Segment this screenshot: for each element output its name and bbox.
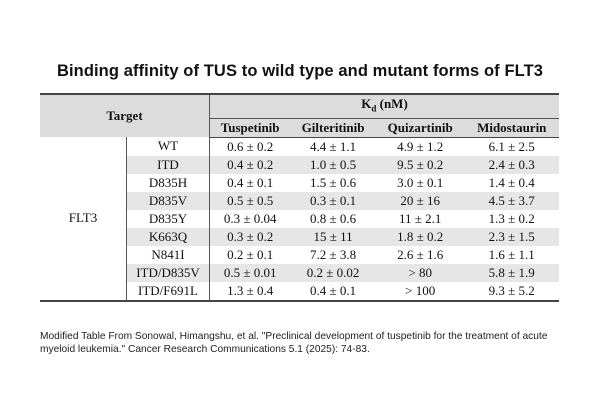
value-cell: 0.5 ± 0.01 bbox=[209, 263, 291, 282]
table-title: Binding affinity of TUS to wild type and… bbox=[56, 62, 544, 80]
value-cell: 9.3 ± 5.2 bbox=[464, 281, 559, 302]
value-cell: > 80 bbox=[375, 263, 465, 282]
value-cell: 0.4 ± 0.2 bbox=[209, 155, 291, 174]
value-cell: 1.8 ± 0.2 bbox=[375, 227, 465, 246]
value-cell: 1.3 ± 0.4 bbox=[209, 281, 291, 302]
value-cell: 6.1 ± 2.5 bbox=[488, 138, 535, 154]
value-cell: 0.8 ± 0.6 bbox=[310, 210, 357, 226]
value-cell: 0.2 ± 0.1 bbox=[227, 246, 274, 262]
value-cell: 0.3 ± 0.2 bbox=[209, 227, 291, 246]
table-row: ITD/F691L 1.3 ± 0.4 0.4 ± 0.1 > 100 9.3 … bbox=[40, 281, 559, 302]
value-cell: 7.2 ± 3.8 bbox=[310, 246, 357, 262]
value-cell: 1.0 ± 0.5 bbox=[290, 155, 376, 174]
table-row: K663Q 0.3 ± 0.2 15 ± 11 1.8 ± 0.2 2.3 ± … bbox=[40, 227, 559, 246]
value-cell: 0.3 ± 0.04 bbox=[223, 210, 277, 226]
target-cell: D835V bbox=[126, 191, 210, 210]
value-cell: 5.8 ± 1.9 bbox=[464, 263, 559, 282]
value-cell: 2.6 ± 1.6 bbox=[397, 246, 444, 262]
value-cell: 11 ± 2.1 bbox=[398, 210, 442, 226]
table-row: D835V 0.5 ± 0.5 0.3 ± 0.1 20 ± 16 4.5 ± … bbox=[40, 191, 559, 210]
binding-affinity-table: Target Kd (nM) Tuspetinib Gilteritinib Q… bbox=[40, 92, 559, 302]
value-cell: 2.3 ± 1.5 bbox=[464, 227, 559, 246]
source-caption: Modified Table From Sonowal, Himangshu, … bbox=[40, 331, 548, 355]
target-cell: D835H bbox=[126, 173, 210, 192]
target-cell: D835Y bbox=[126, 209, 210, 228]
drug-header-gilteritinib: Gilteritinib bbox=[290, 118, 376, 138]
value-cell: 1.3 ± 0.2 bbox=[488, 210, 535, 226]
target-cell: ITD/F691L bbox=[126, 281, 210, 302]
value-cell: 2.4 ± 0.3 bbox=[464, 155, 559, 174]
drug-header-tuspetinib: Tuspetinib bbox=[209, 118, 291, 138]
value-cell: 15 ± 11 bbox=[290, 227, 376, 246]
value-cell: 0.3 ± 0.1 bbox=[290, 191, 376, 210]
target-cell: K663Q bbox=[126, 227, 210, 246]
value-cell: 0.5 ± 0.5 bbox=[209, 191, 291, 210]
value-cell: 1.5 ± 0.6 bbox=[310, 174, 357, 190]
table-row: ITD/D835V 0.5 ± 0.01 0.2 ± 0.02 > 80 5.8… bbox=[40, 263, 559, 282]
value-cell: 0.4 ± 0.1 bbox=[227, 174, 274, 190]
target-cell: ITD bbox=[126, 155, 210, 174]
drug-header-midostaurin: Midostaurin bbox=[464, 118, 559, 138]
value-cell: 4.9 ± 1.2 bbox=[397, 138, 444, 154]
value-cell: 0.4 ± 0.1 bbox=[290, 281, 376, 302]
kd-header: Kd (nM) bbox=[209, 92, 559, 119]
value-cell: 0.6 ± 0.2 bbox=[227, 138, 274, 154]
value-cell: 1.6 ± 1.1 bbox=[488, 246, 535, 262]
target-header: Target bbox=[40, 92, 210, 138]
value-cell: 20 ± 16 bbox=[375, 191, 465, 210]
target-cell: ITD/D835V bbox=[126, 263, 210, 282]
value-cell: 3.0 ± 0.1 bbox=[397, 174, 444, 190]
value-cell: 4.4 ± 1.1 bbox=[310, 138, 357, 154]
value-cell: 0.2 ± 0.02 bbox=[290, 263, 376, 282]
value-cell: 1.4 ± 0.4 bbox=[488, 174, 535, 190]
table-row: D835H 0.4 ± 0.1 1.5 ± 0.6 3.0 ± 0.1 1.4 … bbox=[40, 173, 559, 192]
value-cell: 9.5 ± 0.2 bbox=[375, 155, 465, 174]
table-row: FLT3 WT 0.6 ± 0.2 4.4 ± 1.1 4.9 ± 1.2 6.… bbox=[40, 137, 559, 302]
drug-header-quizartinib: Quizartinib bbox=[375, 118, 465, 138]
table-row: D835Y 0.3 ± 0.04 0.8 ± 0.6 11 ± 2.1 1.3 … bbox=[40, 209, 559, 228]
target-cell: N841I bbox=[126, 245, 210, 264]
value-cell: 4.5 ± 3.7 bbox=[464, 191, 559, 210]
target-cell: WT bbox=[126, 137, 210, 156]
table-row: N841I 0.2 ± 0.1 7.2 ± 3.8 2.6 ± 1.6 1.6 … bbox=[40, 245, 559, 264]
gene-label: FLT3 bbox=[40, 137, 127, 302]
value-cell: > 100 bbox=[375, 281, 465, 302]
header-row: Target Kd (nM) bbox=[40, 92, 559, 138]
table-row: ITD 0.4 ± 0.2 1.0 ± 0.5 9.5 ± 0.2 2.4 ± … bbox=[40, 155, 559, 174]
